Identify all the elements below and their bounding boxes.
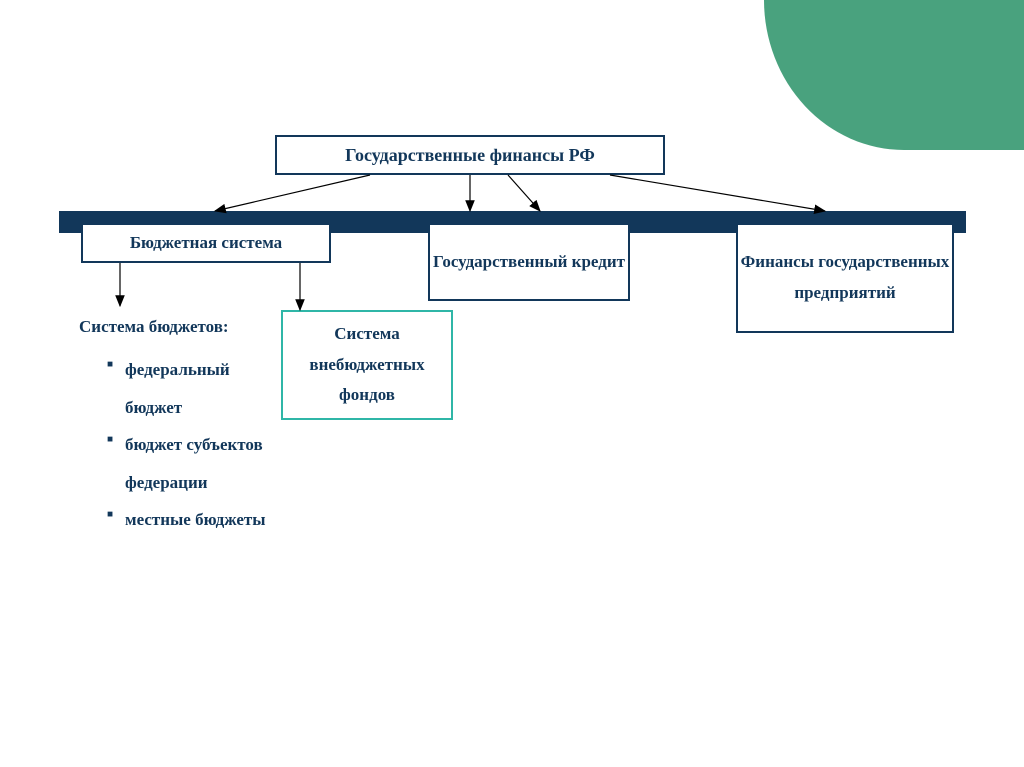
corner-decoration: [764, 0, 1024, 150]
list-item: федеральный бюджет: [107, 351, 269, 426]
node-label: Финансы государственных предприятий: [738, 247, 952, 308]
budget-list-items: федеральный бюджет бюджет субъектов феде…: [79, 351, 269, 538]
node-enterprise-finance: Финансы государственных предприятий: [736, 223, 954, 333]
node-label: Государственный кредит: [433, 247, 625, 278]
list-item: бюджет субъектов федерации: [107, 426, 269, 501]
node-off-budget-funds: Система внебюджетных фондов: [281, 310, 453, 420]
list-item: местные бюджеты: [107, 501, 269, 538]
node-label: Бюджетная система: [130, 228, 282, 259]
root-label: Государственные финансы РФ: [345, 139, 595, 171]
budget-list-block: Система бюджетов: федеральный бюджет бюд…: [79, 308, 269, 538]
node-state-credit: Государственный кредит: [428, 223, 630, 301]
root-node: Государственные финансы РФ: [275, 135, 665, 175]
node-budget-system: Бюджетная система: [81, 223, 331, 263]
node-label: Система внебюджетных фондов: [283, 319, 451, 411]
budget-list-title: Система бюджетов:: [79, 308, 269, 345]
